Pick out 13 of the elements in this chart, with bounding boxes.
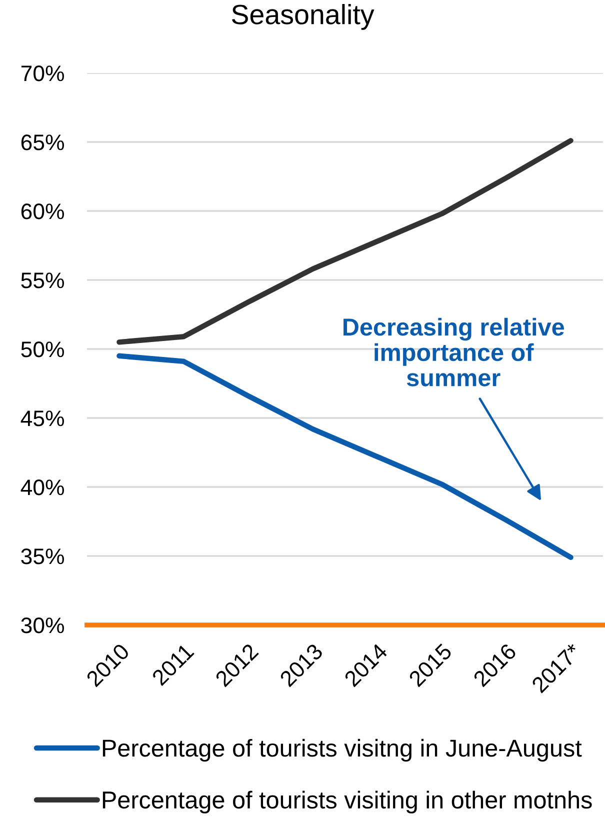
legend-label: Percentage of tourists visiting in other motnhs bbox=[102, 790, 592, 814]
y-tick-label: 50% bbox=[21, 342, 64, 358]
y-tick-label: 70% bbox=[21, 66, 64, 82]
y-tick-label: 35% bbox=[21, 548, 64, 564]
y-tick-label: 65% bbox=[21, 134, 64, 150]
y-tick-label: 55% bbox=[21, 272, 64, 288]
chart-title: Seasonality bbox=[232, 4, 374, 30]
legend-label: Percentage of tourists visitng in June-August bbox=[102, 738, 582, 762]
y-tick-label: 60% bbox=[21, 204, 64, 220]
y-tick-label: 40% bbox=[20, 480, 64, 496]
y-tick-label: 45% bbox=[20, 410, 64, 426]
y-tick-label: 30% bbox=[21, 618, 64, 634]
annotation: Decreasing relative importance of summer bbox=[344, 318, 564, 386]
